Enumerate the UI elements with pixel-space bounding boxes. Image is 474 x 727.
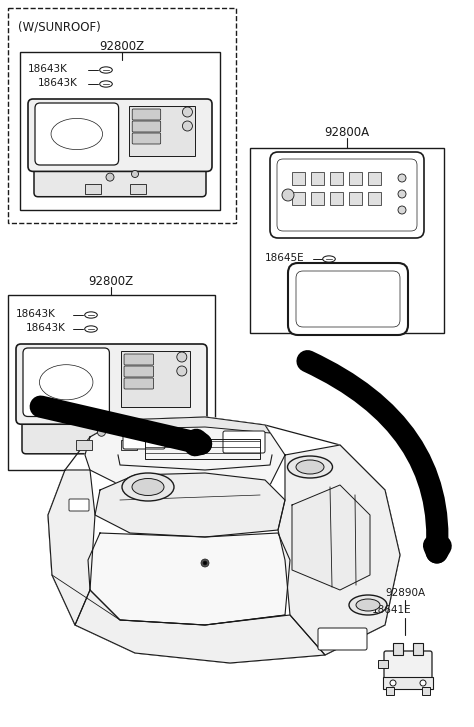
Bar (292, 172, 305, 185)
Bar (145, 439, 260, 459)
Text: 18645E: 18645E (265, 253, 305, 263)
FancyBboxPatch shape (22, 401, 201, 454)
Bar (76, 441, 92, 451)
Text: 92800Z: 92800Z (89, 275, 134, 288)
Bar (311, 172, 324, 185)
Circle shape (98, 428, 106, 436)
Polygon shape (292, 485, 370, 590)
Bar (330, 192, 343, 205)
Bar (349, 192, 362, 205)
Circle shape (390, 680, 396, 686)
FancyBboxPatch shape (16, 344, 207, 424)
Circle shape (203, 561, 207, 565)
Bar (250, 148, 444, 333)
Bar (20, 52, 220, 210)
Text: (W/SUNROOF): (W/SUNROOF) (18, 20, 101, 33)
FancyBboxPatch shape (124, 366, 154, 377)
Circle shape (398, 190, 406, 198)
FancyBboxPatch shape (132, 109, 161, 120)
Bar (393, 643, 403, 655)
FancyArrowPatch shape (308, 361, 441, 553)
Polygon shape (85, 417, 285, 495)
Polygon shape (88, 533, 290, 625)
FancyBboxPatch shape (132, 133, 161, 144)
FancyBboxPatch shape (123, 427, 165, 449)
Bar (8, 8, 236, 223)
Ellipse shape (288, 456, 332, 478)
Circle shape (420, 680, 426, 686)
FancyBboxPatch shape (35, 103, 118, 165)
FancyBboxPatch shape (318, 628, 367, 650)
Circle shape (282, 189, 294, 201)
Bar (121, 441, 137, 451)
Polygon shape (95, 473, 285, 537)
Circle shape (177, 366, 187, 376)
Text: 18643K: 18643K (26, 323, 66, 333)
Bar (121, 351, 190, 407)
Text: 92800Z: 92800Z (100, 40, 145, 53)
Polygon shape (120, 417, 270, 433)
Ellipse shape (122, 473, 174, 501)
FancyBboxPatch shape (384, 651, 432, 681)
Circle shape (106, 173, 114, 181)
Bar (85, 185, 101, 194)
FancyBboxPatch shape (69, 499, 89, 511)
Circle shape (182, 107, 192, 117)
Bar (311, 192, 324, 205)
Ellipse shape (356, 599, 380, 611)
Circle shape (398, 206, 406, 214)
Text: 18643K: 18643K (28, 64, 68, 74)
Bar (330, 172, 343, 185)
Text: 92890A: 92890A (385, 588, 425, 598)
Ellipse shape (349, 595, 387, 615)
Bar (130, 185, 146, 194)
Circle shape (131, 171, 138, 177)
Ellipse shape (296, 460, 324, 474)
FancyBboxPatch shape (124, 354, 154, 365)
Bar (368, 192, 381, 205)
FancyBboxPatch shape (132, 121, 161, 132)
Polygon shape (48, 417, 400, 663)
Circle shape (398, 174, 406, 182)
Text: 18641E: 18641E (372, 605, 411, 615)
Polygon shape (48, 470, 95, 625)
Bar (129, 106, 195, 156)
Bar (413, 643, 423, 655)
FancyBboxPatch shape (23, 348, 109, 417)
Circle shape (201, 559, 209, 567)
Text: 92800A: 92800A (324, 126, 370, 139)
Circle shape (123, 425, 130, 433)
Bar (386, 687, 394, 695)
FancyBboxPatch shape (124, 378, 154, 389)
Bar (292, 192, 305, 205)
Ellipse shape (132, 478, 164, 496)
Circle shape (182, 121, 192, 131)
Bar (378, 660, 388, 668)
FancyArrowPatch shape (41, 406, 201, 445)
Circle shape (177, 352, 187, 362)
Polygon shape (75, 590, 325, 663)
Text: 18643K: 18643K (38, 78, 78, 88)
FancyBboxPatch shape (28, 99, 212, 172)
FancyBboxPatch shape (288, 263, 408, 335)
FancyBboxPatch shape (223, 431, 265, 453)
FancyBboxPatch shape (270, 152, 424, 238)
Bar (368, 172, 381, 185)
Polygon shape (278, 445, 400, 655)
Bar (383, 677, 433, 689)
Text: 18643K: 18643K (16, 309, 56, 319)
FancyBboxPatch shape (34, 149, 206, 197)
Bar (422, 687, 430, 695)
Bar (349, 172, 362, 185)
Bar (8, 295, 215, 470)
